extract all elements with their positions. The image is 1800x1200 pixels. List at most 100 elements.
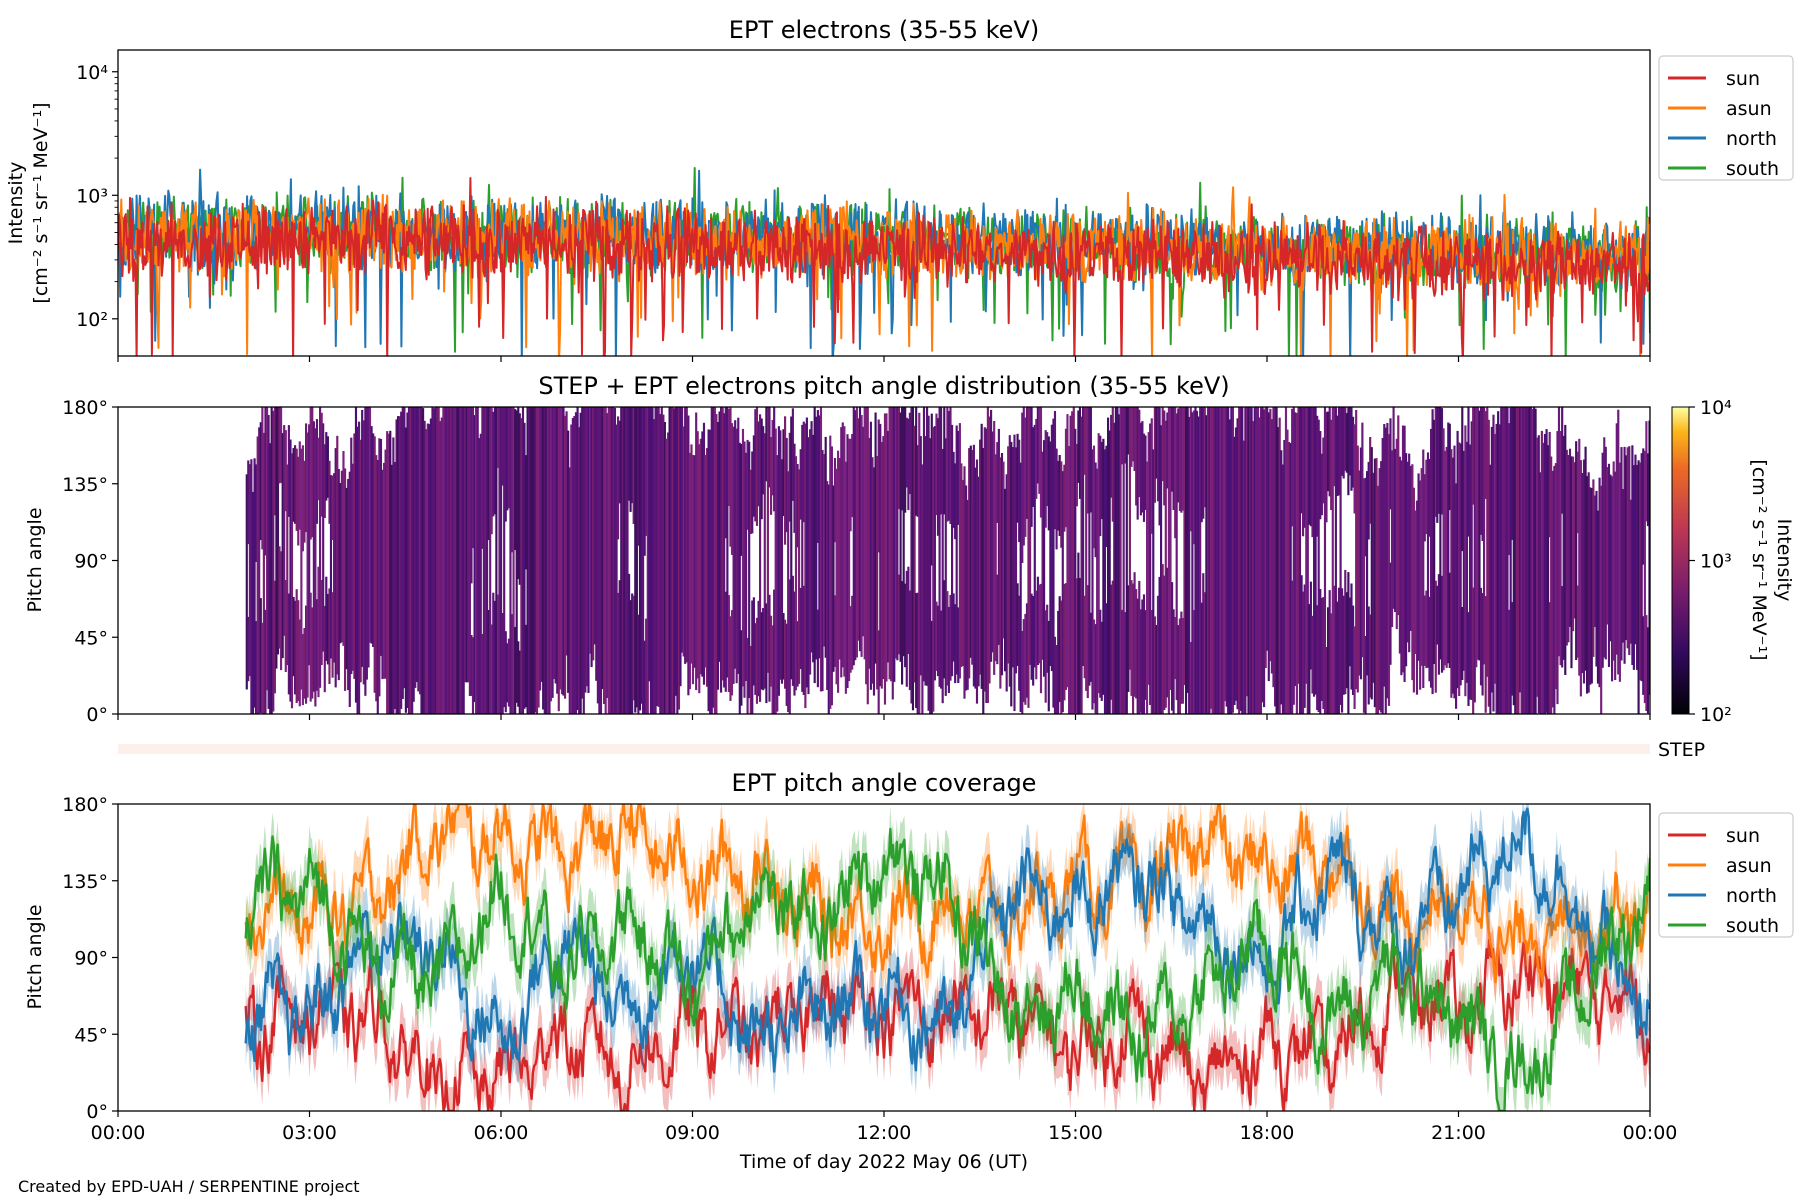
heatmap-cell [1434, 580, 1437, 693]
heatmap-cell [1161, 564, 1164, 714]
heatmap-cell [498, 407, 501, 714]
heatmap-cell [1002, 461, 1005, 639]
heatmap-cell [309, 407, 312, 540]
heatmap-cell [1161, 407, 1164, 482]
heatmap-cell [1405, 453, 1408, 667]
heatmap-cell [802, 585, 805, 695]
heatmap-cell [303, 628, 306, 699]
heatmap-cell [1132, 583, 1135, 714]
heatmap-cell [1548, 602, 1551, 714]
heatmap-cell [431, 407, 434, 714]
heatmap-cell [922, 407, 926, 682]
heatmap-cell [258, 427, 261, 714]
heatmap-cell [780, 459, 784, 684]
heatmap-cell [1216, 407, 1219, 714]
heatmap-cell [899, 412, 902, 662]
heatmap-cell [1111, 580, 1114, 714]
x-tick-label: 09:00 [665, 1122, 720, 1144]
heatmap-cell [1636, 464, 1639, 670]
heatmap-cell [855, 407, 858, 658]
heatmap-cell [340, 470, 343, 643]
heatmap-cell [1050, 424, 1053, 672]
heatmap-cell [938, 407, 941, 687]
heatmap-cell [818, 415, 821, 659]
heatmap-cell [546, 407, 549, 714]
heatmap-cell [588, 407, 592, 654]
heatmap-cell [904, 407, 907, 513]
colorbar-tick-label: 10³ [1700, 551, 1732, 573]
heatmap-cell [409, 407, 412, 714]
heatmap-cell [317, 437, 320, 501]
heatmap-cell [1202, 407, 1205, 519]
heatmap-cell [637, 614, 640, 714]
heatmap-cell [730, 423, 734, 555]
heatmap-cell [496, 407, 500, 468]
heatmap-cell [1110, 584, 1113, 700]
heatmap-cell [336, 435, 339, 675]
heatmap-cell [905, 417, 908, 488]
heatmap-cell [417, 407, 420, 692]
heatmap-cell [1292, 407, 1295, 705]
heatmap-cell [1422, 449, 1425, 688]
heatmap-cell [315, 599, 319, 691]
x-axis-ticks: 00:00 03:00 06:00 09:00 12:00 15:00 18:00 21:00… [91, 356, 1677, 1144]
x-tick-label: 21:00 [1431, 1122, 1486, 1144]
heatmap-cell [726, 407, 729, 678]
heatmap-cell [425, 429, 428, 714]
heatmap-cell [1025, 407, 1029, 519]
heatmap-cell [879, 423, 882, 687]
heatmap-cell [361, 409, 364, 667]
heatmap-cell [771, 420, 774, 496]
heatmap-cell [1183, 407, 1186, 686]
heatmap-cell [901, 581, 904, 685]
heatmap-cell [866, 407, 869, 705]
heatmap-cell [980, 423, 983, 689]
heatmap-cell [353, 433, 356, 679]
heatmap-cell [364, 407, 367, 696]
heatmap-cell [1631, 445, 1634, 665]
heatmap-cell [902, 407, 905, 657]
heatmap-cell [807, 437, 810, 695]
heatmap-cell [559, 407, 562, 690]
heatmap-cell [1537, 435, 1540, 714]
heatmap-cell [1394, 448, 1397, 612]
heatmap-cell [412, 407, 415, 702]
panel1-series-group [118, 167, 1650, 356]
heatmap-cell [576, 407, 579, 710]
heatmap-cell [378, 438, 381, 697]
heatmap-cell [849, 606, 852, 673]
heatmap-cell [1231, 407, 1234, 713]
heatmap-cell [553, 407, 556, 680]
heatmap-cell [1328, 590, 1331, 714]
heatmap-cell [969, 445, 972, 658]
heatmap-cell [1341, 588, 1344, 713]
heatmap-cell [1036, 407, 1039, 484]
heatmap-cell [943, 407, 946, 515]
heatmap-cell [1200, 407, 1203, 523]
x-tick-label: 00:00 [91, 1122, 146, 1144]
heatmap-cell [665, 438, 668, 714]
heatmap-cell [1576, 585, 1579, 658]
heatmap-cell [1328, 407, 1331, 497]
heatmap-cell [623, 407, 626, 714]
heatmap-cell [966, 499, 969, 690]
heatmap-cell [292, 597, 295, 677]
heatmap-cell [1492, 414, 1495, 712]
heatmap-cell [1453, 445, 1456, 699]
heatmap-cell [1618, 462, 1621, 682]
heatmap-cell [365, 407, 368, 680]
heatmap-cell [481, 634, 484, 714]
heatmap-cell [1222, 407, 1225, 714]
heatmap-cell [510, 614, 514, 714]
heatmap-cell [339, 483, 342, 644]
heatmap-cell [280, 551, 283, 671]
heatmap-cell [838, 458, 841, 660]
heatmap-cell [1099, 609, 1102, 698]
heatmap-cell [835, 468, 838, 685]
heatmap-cell [1308, 604, 1311, 714]
heatmap-cell [1331, 407, 1334, 714]
heatmap-cell [1146, 461, 1149, 714]
heatmap-cell [358, 421, 361, 714]
heatmap-cell [812, 434, 815, 663]
heatmap-cell [1256, 407, 1259, 714]
